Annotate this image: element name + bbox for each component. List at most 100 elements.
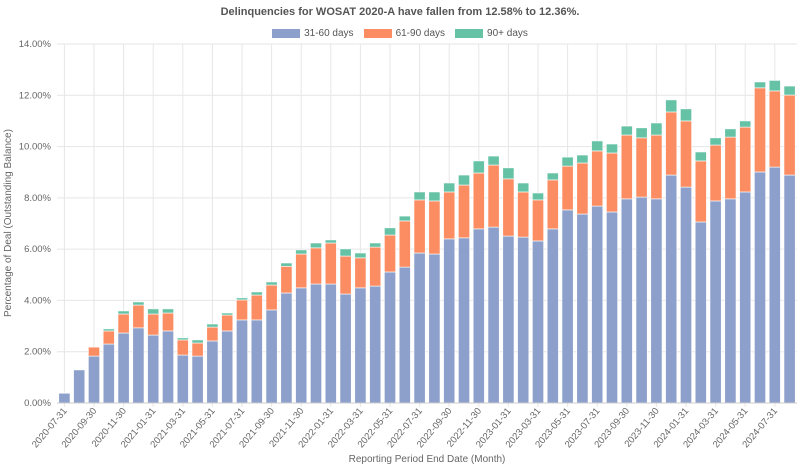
bar-segment-90-days[interactable]	[324, 239, 337, 244]
bar-segment-90-days[interactable]	[250, 291, 263, 296]
bar-segment-90-days[interactable]	[221, 312, 234, 316]
bar-segment-61-90-days[interactable]	[724, 136, 737, 200]
bar-segment-90-days[interactable]	[117, 310, 130, 315]
bar-segment-31-60-days[interactable]	[532, 240, 544, 404]
bar-segment-61-90-days[interactable]	[398, 220, 411, 268]
bar-segment-61-90-days[interactable]	[487, 164, 500, 228]
bar-segment-61-90-days[interactable]	[176, 339, 189, 356]
bar-segment-61-90-days[interactable]	[310, 247, 322, 285]
bar-segment-61-90-days[interactable]	[783, 94, 796, 176]
bar-segment-90-days[interactable]	[162, 308, 174, 314]
bar-segment-61-90-days[interactable]	[88, 346, 100, 357]
bar-segment-31-60-days[interactable]	[280, 292, 293, 404]
bar-segment-61-90-days[interactable]	[768, 90, 781, 168]
bar-segment-31-60-days[interactable]	[428, 253, 441, 404]
bar-segment-90-days[interactable]	[783, 85, 796, 96]
bar-segment-61-90-days[interactable]	[591, 150, 604, 207]
bar-segment-90-days[interactable]	[620, 125, 633, 136]
bar-segment-31-60-days[interactable]	[250, 319, 263, 404]
bar-segment-90-days[interactable]	[413, 191, 426, 201]
bar-segment-90-days[interactable]	[428, 191, 441, 202]
bar-segment-31-60-days[interactable]	[413, 252, 426, 404]
bar-segment-61-90-days[interactable]	[650, 134, 663, 200]
bar-segment-61-90-days[interactable]	[206, 326, 219, 342]
bar-segment-61-90-days[interactable]	[58, 392, 71, 394]
bar-segment-31-60-days[interactable]	[591, 205, 604, 404]
bar-segment-31-60-days[interactable]	[458, 237, 470, 404]
bar-segment-61-90-days[interactable]	[739, 126, 752, 193]
bar-segment-61-90-days[interactable]	[576, 162, 589, 215]
bar-segment-61-90-days[interactable]	[532, 199, 544, 242]
bar-segment-90-days[interactable]	[176, 337, 189, 341]
bar-segment-61-90-days[interactable]	[369, 246, 382, 287]
bar-segment-61-90-days[interactable]	[132, 304, 145, 329]
bar-segment-31-60-days[interactable]	[783, 174, 796, 404]
bar-segment-31-60-days[interactable]	[768, 166, 781, 404]
bar-segment-31-60-days[interactable]	[162, 330, 174, 404]
bar-segment-31-60-days[interactable]	[620, 198, 633, 404]
bar-segment-31-60-days[interactable]	[206, 340, 219, 404]
bar-segment-31-60-days[interactable]	[650, 198, 663, 404]
bar-segment-61-90-days[interactable]	[458, 184, 470, 239]
bar-segment-31-60-days[interactable]	[73, 369, 86, 404]
bar-segment-61-90-days[interactable]	[384, 234, 396, 273]
bar-segment-31-60-days[interactable]	[102, 343, 115, 404]
bar-segment-90-days[interactable]	[147, 308, 160, 315]
bar-segment-90-days[interactable]	[724, 128, 737, 138]
bar-segment-31-60-days[interactable]	[606, 211, 618, 404]
bar-segment-90-days[interactable]	[102, 328, 115, 332]
bar-segment-61-90-days[interactable]	[221, 314, 234, 332]
legend-item-90-plus[interactable]: 90+ days	[455, 28, 528, 39]
bar-segment-61-90-days[interactable]	[250, 294, 263, 321]
bar-segment-90-days[interactable]	[487, 155, 500, 166]
bar-segment-31-60-days[interactable]	[369, 285, 382, 404]
bar-segment-90-days[interactable]	[606, 143, 618, 154]
bar-segment-61-90-days[interactable]	[191, 342, 204, 357]
bar-segment-90-days[interactable]	[384, 227, 396, 236]
bar-segment-61-90-days[interactable]	[709, 144, 722, 202]
bar-segment-31-60-days[interactable]	[384, 271, 396, 404]
bar-segment-90-days[interactable]	[576, 154, 589, 164]
bar-segment-90-days[interactable]	[739, 120, 752, 128]
bar-segment-90-days[interactable]	[591, 140, 604, 152]
bar-segment-31-60-days[interactable]	[487, 226, 500, 404]
bar-segment-90-days[interactable]	[339, 248, 352, 257]
bar-segment-31-60-days[interactable]	[398, 266, 411, 404]
legend-item-61-90[interactable]: 61-90 days	[363, 28, 445, 39]
bar-segment-31-60-days[interactable]	[635, 196, 648, 404]
bar-segment-31-60-days[interactable]	[517, 236, 530, 404]
bar-segment-61-90-days[interactable]	[443, 191, 456, 240]
bar-segment-61-90-days[interactable]	[339, 255, 352, 295]
bar-segment-31-60-days[interactable]	[354, 287, 367, 404]
legend-item-31-60[interactable]: 31-60 days	[272, 28, 354, 39]
bar-segment-31-60-days[interactable]	[147, 334, 160, 404]
bar-segment-31-60-days[interactable]	[176, 354, 189, 404]
bar-segment-31-60-days[interactable]	[576, 213, 589, 404]
bar-segment-31-60-days[interactable]	[265, 309, 278, 404]
bar-segment-61-90-days[interactable]	[694, 160, 707, 223]
bar-segment-61-90-days[interactable]	[502, 178, 515, 237]
bar-segment-31-60-days[interactable]	[236, 319, 248, 404]
bar-segment-90-days[interactable]	[369, 242, 382, 248]
bar-segment-31-60-days[interactable]	[295, 287, 308, 404]
bar-segment-61-90-days[interactable]	[117, 313, 130, 334]
bar-segment-61-90-days[interactable]	[472, 172, 485, 230]
bar-segment-90-days[interactable]	[768, 80, 781, 92]
bar-segment-90-days[interactable]	[295, 249, 308, 255]
bar-segment-61-90-days[interactable]	[147, 313, 160, 336]
bar-segment-31-60-days[interactable]	[117, 332, 130, 404]
bar-segment-61-90-days[interactable]	[280, 266, 293, 294]
bar-segment-61-90-days[interactable]	[236, 299, 248, 321]
bar-segment-31-60-days[interactable]	[58, 392, 71, 404]
bar-segment-61-90-days[interactable]	[428, 200, 441, 255]
bar-segment-90-days[interactable]	[650, 122, 663, 136]
bar-segment-31-60-days[interactable]	[680, 186, 692, 404]
bar-segment-31-60-days[interactable]	[472, 228, 485, 404]
bar-segment-90-days[interactable]	[280, 262, 293, 267]
bar-segment-61-90-days[interactable]	[517, 191, 530, 238]
bar-segment-31-60-days[interactable]	[724, 198, 737, 404]
bar-segment-61-90-days[interactable]	[295, 253, 308, 289]
bar-segment-61-90-days[interactable]	[324, 242, 337, 285]
bar-segment-61-90-days[interactable]	[102, 330, 115, 345]
bar-segment-90-days[interactable]	[398, 215, 411, 222]
